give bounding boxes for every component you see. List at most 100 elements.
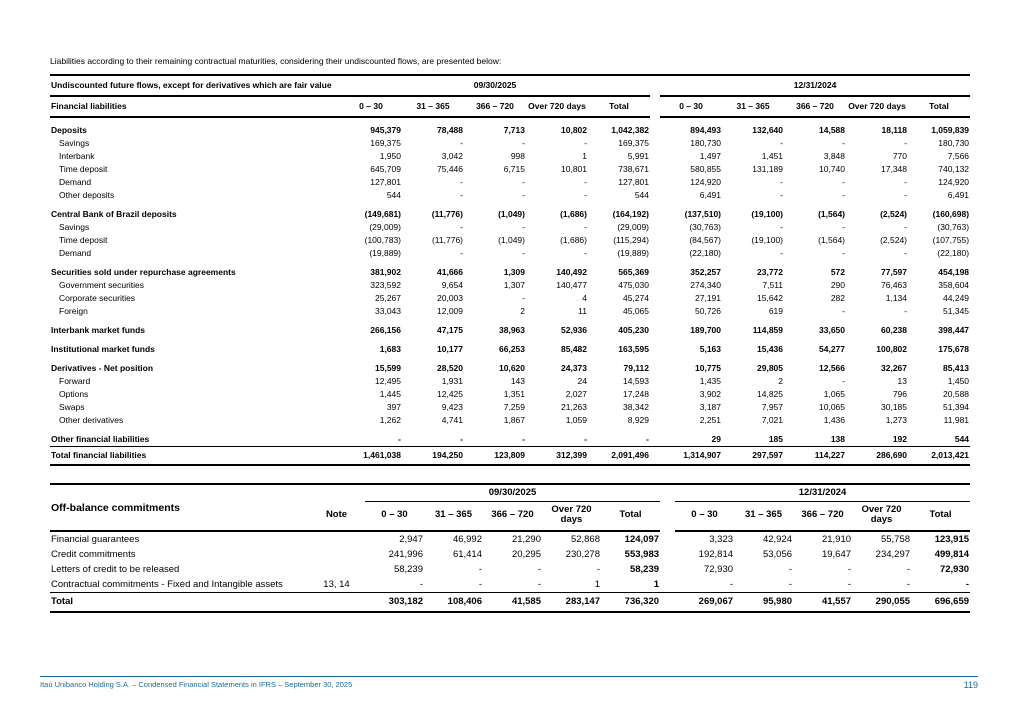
col-header: 0 – 30: [660, 96, 723, 118]
cell-value: (1,564): [818, 209, 846, 219]
cell-value: 23,772: [757, 267, 784, 277]
cell-value: 45,065: [623, 306, 650, 316]
cell-value: -: [904, 190, 908, 200]
cell-value: 1,683: [379, 344, 401, 354]
table-row: Foreign 33,043 12,009 2 11 45,065 50,726 619 - - 5…: [50, 305, 970, 318]
cell-value: 398,447: [938, 325, 970, 335]
col-header: Over 720 days: [852, 501, 912, 532]
cell-value: 2,027: [565, 389, 587, 399]
cell-value: 3,323: [709, 533, 734, 545]
cell-value: 21,263: [561, 402, 587, 412]
cell-value: 140,492: [556, 267, 587, 277]
cell-value: -: [460, 138, 463, 148]
cell-value: 123,809: [464, 446, 526, 466]
cell-value: 29,805: [757, 363, 784, 373]
cell-value: 1,065: [823, 389, 846, 399]
column-group-gap: [650, 401, 660, 414]
col-header: 0 – 30: [365, 501, 424, 532]
cell-value: (1,049): [498, 209, 525, 219]
col-header: 366 – 720: [464, 96, 526, 118]
column-group-gap: [650, 414, 660, 427]
cell-value: 20,003: [437, 293, 463, 303]
cell-value: 76,463: [881, 280, 908, 290]
cell-value: 11: [578, 306, 587, 316]
cell-value: 25,267: [375, 293, 401, 303]
cell-value: 58,239: [629, 563, 660, 575]
cell-value: 6,491: [699, 190, 722, 200]
row-label: Time deposit: [59, 164, 108, 174]
cell-value: 8,929: [627, 415, 650, 425]
cell-value: -: [842, 190, 846, 200]
cell-value: 52,868: [570, 533, 600, 545]
cell-value: -: [906, 563, 911, 575]
table2-period-2025: 09/30/2025: [365, 483, 661, 502]
cell-value: 95,980: [734, 592, 794, 613]
row-label: Derivatives - Net position: [51, 363, 154, 373]
cell-value: 194,250: [402, 446, 464, 466]
cell-value: 29: [711, 434, 722, 444]
column-group-gap: [650, 446, 661, 466]
table-row: Demand (19,889) - - - (19,889) (22,180) - - - (22,…: [50, 247, 970, 260]
row-label: Demand: [59, 177, 92, 187]
table-row: Savings (29,009) - - - (29,009) (30,763) - - - (30…: [50, 221, 970, 234]
cell-value: 1,435: [699, 376, 722, 386]
col-header: Over 720 days: [542, 501, 601, 532]
cell-value: 60,238: [881, 325, 908, 335]
cell-value: 1,461,038: [340, 446, 402, 466]
cell-value: -: [522, 222, 525, 232]
cell-value: 2: [778, 376, 784, 386]
cell-value: 312,399: [526, 446, 588, 466]
cell-value: 3,042: [441, 151, 463, 161]
cell-value: 114,227: [784, 446, 847, 466]
cell-value: -: [729, 578, 734, 590]
table-row: Other deposits 544 - - - 544 6,491 - - - 6,491: [50, 189, 970, 202]
table-row: Options 1,445 12,425 1,351 2,027 17,248 3,902 1…: [50, 388, 970, 401]
note-ref: [308, 547, 365, 562]
table-row: Interbank market funds 266,156 47,175 38,96…: [50, 318, 970, 337]
column-group-gap: [650, 292, 660, 305]
column-group-gap: [660, 502, 675, 532]
cell-value: -: [904, 177, 908, 187]
cell-value: 14,825: [757, 389, 784, 399]
table-row: Time deposit 645,709 75,446 6,715 10,801 738,…: [50, 163, 970, 176]
cell-value: 290,055: [852, 592, 912, 613]
cell-value: -: [398, 434, 401, 444]
col-header: 31 – 365: [722, 96, 785, 118]
column-group-gap: [650, 176, 660, 189]
cell-value: 12,495: [375, 376, 401, 386]
cell-value: 10,177: [437, 344, 463, 354]
table-row: Total financial liabilities 1,461,038 194,…: [50, 446, 971, 466]
column-group-gap: [660, 562, 675, 577]
table1-period-2024: 12/31/2024: [660, 74, 971, 97]
cell-value: (149,681): [364, 209, 401, 219]
cell-value: 1: [582, 151, 587, 161]
col-header: 0 – 30: [675, 501, 735, 532]
column-group-gap: [650, 247, 660, 260]
table1-column-header-row: Financial liabilities 0 – 30 31 – 365 36…: [50, 96, 971, 118]
cell-value: -: [537, 563, 541, 575]
cell-value: -: [460, 177, 463, 187]
cell-value: (1,686): [560, 209, 587, 219]
column-group-gap: [650, 234, 660, 247]
cell-value: 1,931: [441, 376, 463, 386]
cell-value: (1,686): [560, 235, 587, 245]
cell-value: -: [788, 563, 793, 575]
cell-value: -: [904, 222, 908, 232]
cell-value: 1,445: [379, 389, 401, 399]
column-group-gap: [650, 74, 661, 96]
cell-value: 52,936: [561, 325, 587, 335]
cell-value: 7,511: [762, 280, 784, 290]
cell-value: -: [842, 248, 846, 258]
cell-value: 131,189: [752, 164, 784, 174]
cell-value: 4: [582, 293, 587, 303]
cell-value: 2: [520, 306, 525, 316]
cell-value: 572: [830, 267, 846, 277]
row-label: Government securities: [59, 280, 145, 290]
table-row: Contractual commitments - Fixed and Inta…: [50, 577, 970, 593]
cell-value: 169,375: [370, 138, 401, 148]
cell-value: 738,671: [618, 164, 650, 174]
cell-value: -: [780, 222, 784, 232]
cell-value: 1,436: [823, 415, 846, 425]
col-header: 366 – 720: [793, 501, 853, 532]
row-label: Credit commitments: [51, 548, 136, 560]
